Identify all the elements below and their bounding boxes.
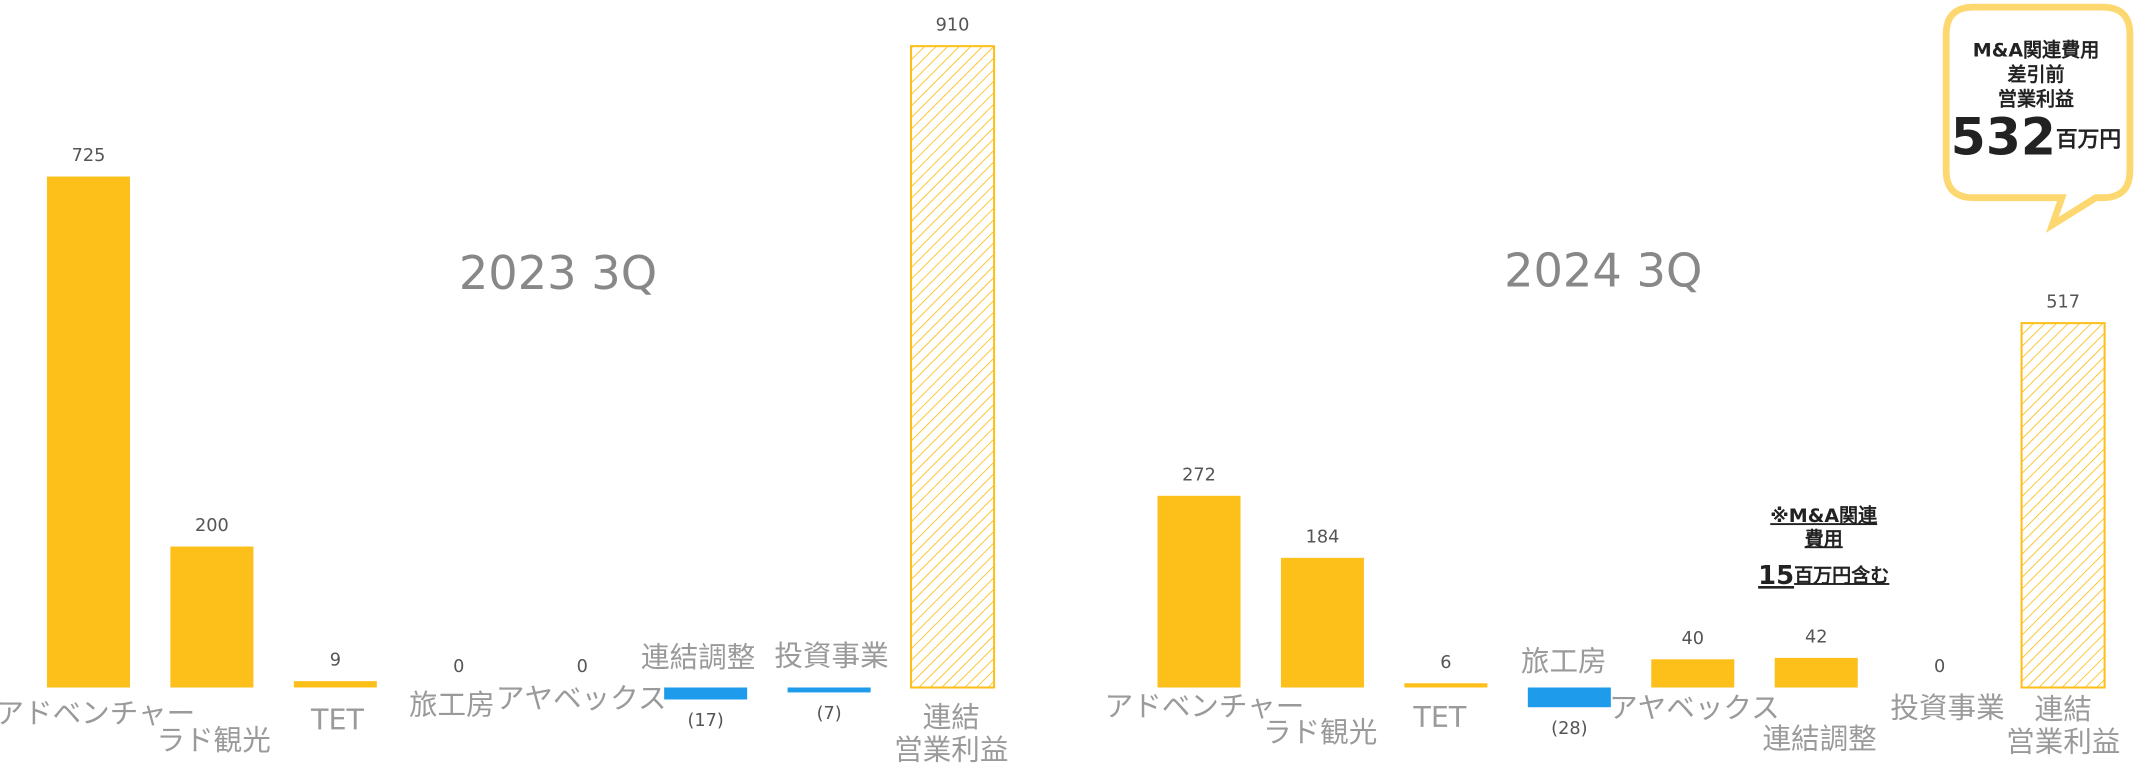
category-label: TET: [310, 703, 365, 737]
bar: [2020, 322, 2106, 689]
callout-unit: 百万円: [2056, 128, 2121, 153]
note-text: ※M&A関連費用: [1770, 504, 1878, 550]
value-label: 725: [72, 146, 106, 166]
callout-value: 532百万円: [1951, 107, 2121, 166]
value-label: 910: [936, 16, 970, 36]
value-label: 0: [577, 657, 588, 677]
category-label: ラド観光: [157, 723, 271, 757]
value-label: 184: [1306, 527, 1340, 547]
callout-number: 532: [1951, 107, 2056, 166]
bar: [1157, 495, 1241, 688]
category-label: アヤベックス: [496, 681, 667, 715]
bar: [46, 176, 130, 688]
bar: [1527, 687, 1611, 708]
value-label: 40: [1682, 629, 1705, 649]
text-line: 差引前: [2007, 63, 2064, 86]
bar: [1404, 683, 1488, 688]
category-label: アドベンチャー: [0, 696, 195, 730]
text-line: ※M&A関連: [1770, 504, 1878, 527]
bar: [1280, 557, 1364, 688]
text-line: 営業利益: [894, 733, 1008, 767]
text-line: 費用: [1805, 527, 1843, 550]
text-line: 連結: [2035, 692, 2092, 726]
bar: [170, 546, 254, 688]
value-label: (28): [1551, 719, 1587, 739]
text-line: 連結: [923, 700, 980, 734]
category-label: 旅工房: [1521, 644, 1607, 678]
category-label: 連結調整: [641, 640, 755, 674]
bar: [1774, 657, 1858, 688]
callout-text: M&A関連費用差引前営業利益: [1973, 38, 2100, 110]
text-line: 営業利益: [2006, 724, 2120, 758]
chart-title: 2024 3Q: [1504, 243, 1702, 297]
category-label: 連結調整: [1762, 722, 1876, 756]
category-label: アドベンチャー: [1105, 689, 1305, 723]
value-label: 517: [2046, 293, 2080, 313]
value-label: 42: [1805, 627, 1828, 647]
category-label: アヤベックス: [1609, 690, 1780, 724]
bar: [787, 687, 871, 693]
note-unit: 百万円含む: [1794, 564, 1889, 587]
value-label: 272: [1182, 465, 1216, 485]
chart-title: 2023 3Q: [459, 246, 657, 300]
note-value: 15百万円含む: [1758, 561, 1889, 591]
value-label: (7): [817, 704, 842, 724]
bar: [910, 45, 996, 689]
note-number: 15: [1758, 561, 1794, 591]
category-label: 投資事業: [1890, 690, 2004, 724]
category-label: 連結営業利益: [894, 700, 1008, 767]
bar: [664, 687, 748, 700]
callout-box: [1942, 3, 2134, 233]
value-label: 9: [330, 651, 341, 671]
text-line: 営業利益: [1998, 87, 2074, 110]
bar: [1651, 659, 1735, 688]
value-label: 0: [453, 657, 464, 677]
value-label: 0: [1934, 657, 1945, 677]
category-label: 旅工房: [409, 688, 495, 722]
category-label: TET: [1412, 700, 1467, 734]
value-label: 200: [195, 516, 229, 536]
text-line: M&A関連費用: [1973, 38, 2100, 61]
category-label: 連結営業利益: [2006, 692, 2120, 759]
category-label: ラド観光: [1263, 715, 1377, 749]
category-label: 投資事業: [774, 639, 888, 673]
value-label: (17): [688, 711, 724, 731]
value-label: 6: [1440, 653, 1451, 673]
bar: [293, 681, 377, 688]
